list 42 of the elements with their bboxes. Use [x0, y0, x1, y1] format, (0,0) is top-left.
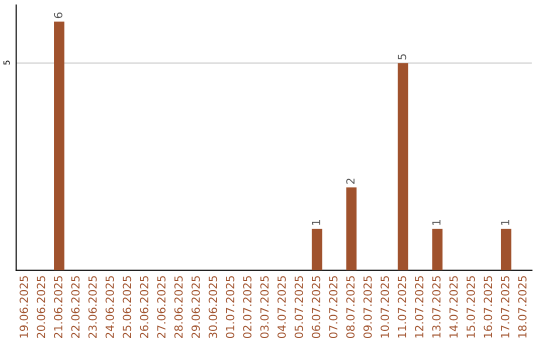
x-tick-label: 01.07.2025 [226, 276, 234, 338]
x-tick-label: 22.06.2025 [71, 276, 80, 338]
x-tick-label: 24.06.2025 [106, 276, 114, 338]
x-tick-label: 14.07.2025 [449, 276, 458, 338]
bar [500, 228, 512, 270]
x-tick-label: 15.07.2025 [466, 276, 475, 338]
bar [312, 228, 322, 270]
x-tick-label: 13.07.2025 [432, 276, 441, 338]
x-tick-label: 08.07.2025 [346, 276, 355, 338]
bar [432, 228, 443, 270]
x-tick-label: 30.06.2025 [208, 276, 218, 338]
x-tick-label: 10.07.2025 [380, 276, 390, 338]
data-label: 1 [312, 220, 320, 225]
x-tick-label: 27.06.2025 [157, 276, 166, 338]
x-tick-label: 23.06.2025 [88, 276, 97, 338]
bar [346, 187, 357, 270]
x-tick-label: 11.07.2025 [398, 276, 406, 338]
x-tick-label: 02.07.2025 [243, 276, 252, 338]
x-tick-label: 19.06.2025 [20, 276, 28, 338]
x-tick-label: 20.06.2025 [36, 276, 46, 338]
x-tick-label: 07.07.2025 [329, 276, 338, 338]
x-tick-label: 04.07.2025 [277, 276, 286, 338]
x-tick-label: 09.07.2025 [363, 276, 372, 338]
x-tick-label: 03.07.2025 [260, 276, 269, 338]
x-tick-label: 21.06.2025 [54, 276, 62, 338]
x-tick-label: 17.07.2025 [500, 276, 510, 338]
x-tick-label: 29.06.2025 [192, 276, 200, 338]
x-tick-label: 12.07.2025 [414, 276, 424, 338]
bar [54, 22, 64, 270]
x-tick-label: 05.07.2025 [294, 276, 304, 338]
x-tick-label: 06.07.2025 [312, 276, 320, 338]
data-label: 6 [54, 12, 62, 18]
x-tick-label: 16.07.2025 [484, 276, 492, 338]
data-label: 2 [346, 178, 354, 184]
x-tick-label: 26.06.2025 [140, 276, 148, 338]
data-label: 1 [501, 220, 510, 225]
data-label: 5 [398, 54, 406, 60]
data-label: 1 [432, 220, 440, 225]
x-tick-label: 28.06.2025 [174, 276, 183, 338]
x-tick-label: 25.06.2025 [122, 276, 132, 338]
bar [398, 63, 408, 270]
x-tick-label: 18.07.2025 [518, 276, 527, 338]
